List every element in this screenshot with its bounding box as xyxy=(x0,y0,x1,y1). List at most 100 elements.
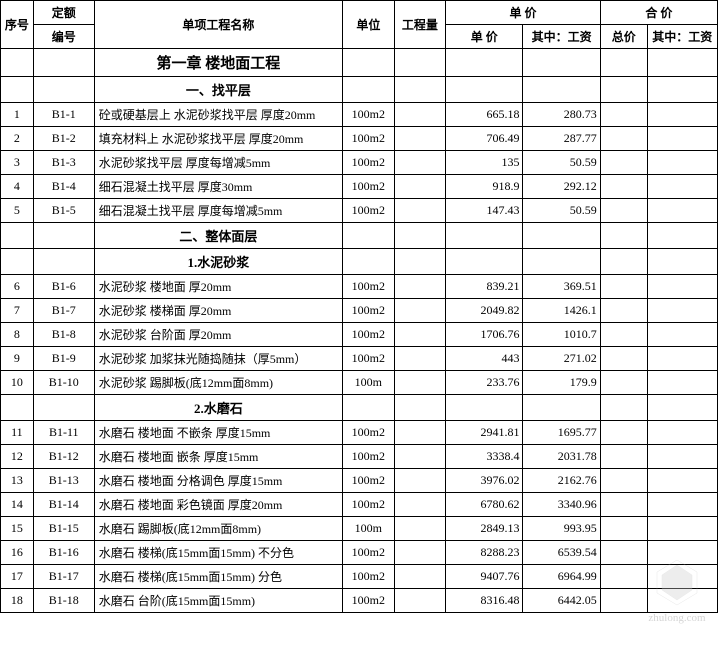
cell-total xyxy=(600,323,647,347)
watermark-text: zhulong.com xyxy=(642,612,712,624)
cell-twage xyxy=(647,493,717,517)
cell-price: 839.21 xyxy=(446,275,523,299)
cell-name: 砼或硬基层上 水泥砂浆找平层 厚度20mm xyxy=(94,103,342,127)
cell-twage xyxy=(647,175,717,199)
cell-qty xyxy=(394,371,446,395)
cell-unit: 100m2 xyxy=(343,127,395,151)
header-qty: 工程量 xyxy=(394,1,446,49)
cell-code: B1-3 xyxy=(33,151,94,175)
cell-total xyxy=(600,299,647,323)
cell-wage: 369.51 xyxy=(523,275,600,299)
cell-name: 水磨石 楼地面 分格调色 厚度15mm xyxy=(94,469,342,493)
cell-name: 水泥砂浆 加浆抹光随捣随抹（厚5mm） xyxy=(94,347,342,371)
cell-qty xyxy=(394,493,446,517)
cell-code: B1-13 xyxy=(33,469,94,493)
cell-name: 水泥砂浆 台阶面 厚20mm xyxy=(94,323,342,347)
cell-unit: 100m2 xyxy=(343,445,395,469)
cell-qty xyxy=(394,347,446,371)
cell-qty xyxy=(394,199,446,223)
header-quota: 定额 xyxy=(33,1,94,25)
cell-twage xyxy=(647,421,717,445)
cell-price: 443 xyxy=(446,347,523,371)
cell-seq: 12 xyxy=(1,445,34,469)
cell-wage: 280.73 xyxy=(523,103,600,127)
cell-twage xyxy=(647,517,717,541)
cell-twage xyxy=(647,347,717,371)
cell-wage: 1010.7 xyxy=(523,323,600,347)
cell-seq: 18 xyxy=(1,589,34,613)
cell-price: 665.18 xyxy=(446,103,523,127)
cell-unit: 100m2 xyxy=(343,565,395,589)
cell-unit: 100m2 xyxy=(343,151,395,175)
cell-unit: 100m2 xyxy=(343,589,395,613)
cell-name: 水磨石 楼梯(底15mm面15mm) 分色 xyxy=(94,565,342,589)
table-row: 7B1-7水泥砂浆 楼梯面 厚20mm100m22049.821426.1 xyxy=(1,299,718,323)
cell-wage: 292.12 xyxy=(523,175,600,199)
cell-total xyxy=(600,421,647,445)
cell-price: 8288.23 xyxy=(446,541,523,565)
cell-code: B1-18 xyxy=(33,589,94,613)
table-row: 1B1-1砼或硬基层上 水泥砂浆找平层 厚度20mm100m2665.18280… xyxy=(1,103,718,127)
cell-wage: 50.59 xyxy=(523,151,600,175)
table-row: 14B1-14水磨石 楼地面 彩色镜面 厚度20mm100m26780.6233… xyxy=(1,493,718,517)
cell-code: B1-11 xyxy=(33,421,94,445)
cell-twage xyxy=(647,445,717,469)
cell-seq: 6 xyxy=(1,275,34,299)
cell-total xyxy=(600,151,647,175)
cell-total xyxy=(600,347,647,371)
cell-seq: 5 xyxy=(1,199,34,223)
cell-unit: 100m2 xyxy=(343,103,395,127)
cell-qty xyxy=(394,469,446,493)
cell-total xyxy=(600,103,647,127)
cell-price: 2049.82 xyxy=(446,299,523,323)
cell-wage: 2031.78 xyxy=(523,445,600,469)
section-title: 第一章 楼地面工程 xyxy=(94,49,342,77)
cell-price: 3338.4 xyxy=(446,445,523,469)
cell-code: B1-7 xyxy=(33,299,94,323)
cell-name: 水磨石 楼地面 彩色镜面 厚度20mm xyxy=(94,493,342,517)
table-body: 第一章 楼地面工程一、找平层1B1-1砼或硬基层上 水泥砂浆找平层 厚度20mm… xyxy=(1,49,718,613)
cell-seq: 15 xyxy=(1,517,34,541)
cell-code: B1-2 xyxy=(33,127,94,151)
cell-code: B1-16 xyxy=(33,541,94,565)
cell-wage: 50.59 xyxy=(523,199,600,223)
cell-name: 水泥砂浆找平层 厚度每增减5mm xyxy=(94,151,342,175)
table-row: 3B1-3水泥砂浆找平层 厚度每增减5mm100m213550.59 xyxy=(1,151,718,175)
cell-qty xyxy=(394,127,446,151)
cell-name: 水磨石 楼地面 不嵌条 厚度15mm xyxy=(94,421,342,445)
header-unit: 单位 xyxy=(343,1,395,49)
header-code: 编号 xyxy=(33,25,94,49)
cell-wage: 287.77 xyxy=(523,127,600,151)
construction-pricing-table: 序号 定额 单项工程名称 单位 工程量 单 价 合 价 编号 单 价 其中：工资… xyxy=(0,0,718,613)
cell-price: 8316.48 xyxy=(446,589,523,613)
cell-price: 2941.81 xyxy=(446,421,523,445)
cell-code: B1-6 xyxy=(33,275,94,299)
table-row: 4B1-4细石混凝土找平层 厚度30mm100m2918.9292.12 xyxy=(1,175,718,199)
table-row: 8B1-8水泥砂浆 台阶面 厚20mm100m21706.761010.7 xyxy=(1,323,718,347)
section-title: 2.水磨石 xyxy=(94,395,342,421)
cell-unit: 100m2 xyxy=(343,175,395,199)
cell-seq: 10 xyxy=(1,371,34,395)
cell-qty xyxy=(394,323,446,347)
section-title: 二、整体面层 xyxy=(94,223,342,249)
table-row: 17B1-17水磨石 楼梯(底15mm面15mm) 分色100m29407.76… xyxy=(1,565,718,589)
cell-twage xyxy=(647,541,717,565)
cell-qty xyxy=(394,541,446,565)
cell-qty xyxy=(394,151,446,175)
cell-total xyxy=(600,175,647,199)
cell-qty xyxy=(394,175,446,199)
cell-price: 918.9 xyxy=(446,175,523,199)
cell-total xyxy=(600,541,647,565)
table-row: 10B1-10水泥砂浆 踢脚板(底12mm面8mm)100m233.76179.… xyxy=(1,371,718,395)
cell-total xyxy=(600,589,647,613)
cell-price: 135 xyxy=(446,151,523,175)
cell-price: 2849.13 xyxy=(446,517,523,541)
section-title: 1.水泥砂浆 xyxy=(94,249,342,275)
cell-name: 水磨石 踢脚板(底12mm面8mm) xyxy=(94,517,342,541)
header-name: 单项工程名称 xyxy=(94,1,342,49)
cell-seq: 17 xyxy=(1,565,34,589)
cell-qty xyxy=(394,445,446,469)
cell-name: 水磨石 楼梯(底15mm面15mm) 不分色 xyxy=(94,541,342,565)
cell-seq: 16 xyxy=(1,541,34,565)
header-seq: 序号 xyxy=(1,1,34,49)
